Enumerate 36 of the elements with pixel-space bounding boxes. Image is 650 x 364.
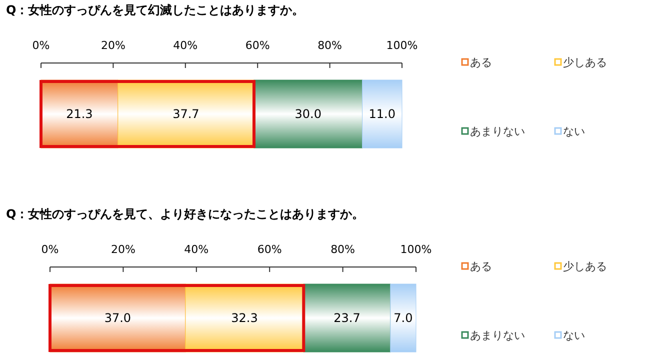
chart-title: Q：女性のすっぴんを見て幻滅したことはありますか。 xyxy=(6,3,304,17)
legend-label: 少しある xyxy=(563,56,607,69)
legend-label: ない xyxy=(563,329,585,342)
x-tick-label: 80% xyxy=(330,243,356,256)
bar xyxy=(185,284,304,352)
x-tick-label: 0% xyxy=(41,243,59,256)
bar xyxy=(303,284,391,352)
x-tick-label: 60% xyxy=(257,243,282,256)
x-tick-label: 40% xyxy=(184,243,209,256)
x-tick-label: 40% xyxy=(173,39,198,52)
data-label: 32.3 xyxy=(231,311,258,325)
legend-label: ある xyxy=(470,56,492,69)
legend-label: あまりない xyxy=(470,329,525,342)
data-label: 23.7 xyxy=(334,311,360,325)
bar xyxy=(390,284,416,352)
x-tick-label: 80% xyxy=(318,39,342,52)
x-tick-label: 100% xyxy=(386,39,418,52)
x-tick-label: 0% xyxy=(32,39,50,52)
data-label: 37.7 xyxy=(172,107,200,121)
legend-label: あまりない xyxy=(470,125,525,138)
x-tick-label: 20% xyxy=(110,243,136,256)
data-label: 30.0 xyxy=(294,107,322,121)
x-tick-label: 60% xyxy=(245,39,270,52)
x-tick-label: 20% xyxy=(100,39,126,52)
chart-title: Q：女性のすっぴんを見て、より好きになったことはありますか。 xyxy=(6,207,364,221)
legend-label: ある xyxy=(470,260,492,273)
data-label: 37.0 xyxy=(104,311,132,325)
x-tick-label: 100% xyxy=(400,243,432,256)
data-label: 21.3 xyxy=(66,107,93,121)
bar xyxy=(118,80,254,148)
bar xyxy=(362,80,402,148)
data-label: 11.0 xyxy=(368,107,396,121)
bar xyxy=(254,80,363,148)
legend-label: ない xyxy=(563,125,585,138)
data-label: 7.0 xyxy=(394,311,413,325)
legend-label: 少しある xyxy=(563,260,607,273)
